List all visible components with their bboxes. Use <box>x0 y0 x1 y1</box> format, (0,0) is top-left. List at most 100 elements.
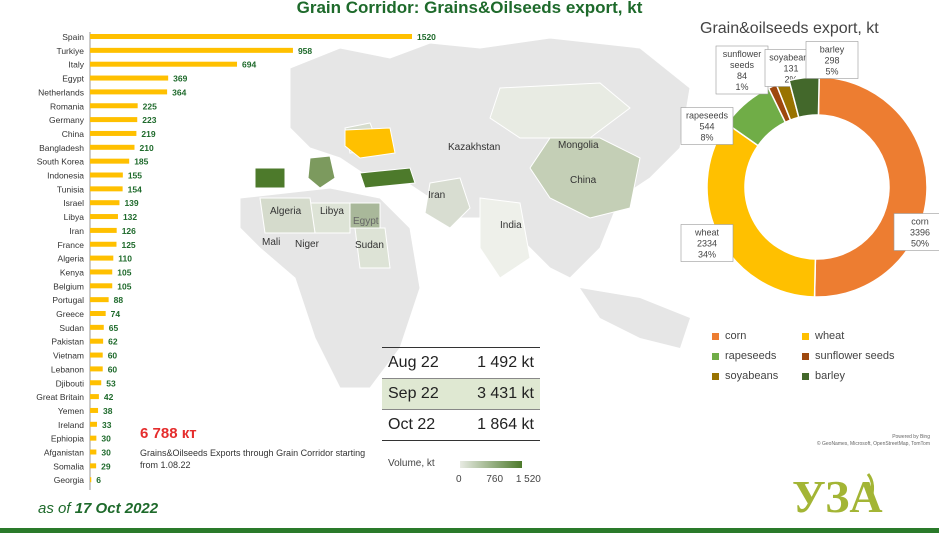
as-of-value: 17 Oct 2022 <box>74 500 159 517</box>
bar-category-label: Greece <box>56 309 84 319</box>
map-label: India <box>500 220 522 231</box>
bar <box>90 75 169 81</box>
bar <box>90 130 137 136</box>
legend-item: sunflower seeds <box>802 350 895 362</box>
monthly-table: Aug 22 1 492 kt Sep 22 3 431 kt Oct 22 1 86… <box>382 347 540 441</box>
legend-swatch <box>802 372 809 380</box>
bar <box>90 241 117 247</box>
legend-swatch <box>712 332 719 340</box>
legend-label: sunflower seeds <box>815 350 895 362</box>
legend-item: soyabeans <box>712 370 778 382</box>
bar <box>90 34 412 39</box>
bar-value-label: 38 <box>103 406 113 416</box>
bar-value-label: 223 <box>142 115 156 125</box>
donut-title: Grain&oilseeds export, kt <box>700 20 879 37</box>
bar-value-label: 29 <box>101 461 111 471</box>
bar-category-label: Iran <box>69 226 84 236</box>
bar-value-label: 126 <box>122 226 136 236</box>
legend-label: rapeseeds <box>725 350 777 362</box>
donut-label-text: rapeseeds <box>686 111 729 121</box>
bar-category-label: Romania <box>50 101 84 111</box>
bar-value-label: 1520 <box>417 32 436 42</box>
bar-value-label: 110 <box>118 254 132 264</box>
bar-category-label: Vietnam <box>53 351 84 361</box>
bar-value-label: 53 <box>106 378 116 388</box>
bar <box>90 435 97 441</box>
bar-value-label: 30 <box>101 448 111 458</box>
map-label: Niger <box>295 239 320 250</box>
donut-label-text: 3396 <box>910 228 930 238</box>
donut-label-text: seeds <box>730 60 755 70</box>
legend-label: barley <box>815 370 845 382</box>
powered-by: Powered by Bing <box>892 434 930 440</box>
bar <box>90 311 106 316</box>
bar-category-label: Kenya <box>60 267 84 277</box>
bar-value-label: 105 <box>117 267 131 277</box>
map-label: Libya <box>320 206 344 217</box>
bar <box>90 380 102 386</box>
donut-label-text: 84 <box>737 71 747 81</box>
map-label: Iran <box>428 190 445 201</box>
bar <box>90 144 135 150</box>
donut-label-text: 298 <box>824 56 839 66</box>
world-map: Kazakhstan Mongolia China Iran India Alg… <box>239 37 691 389</box>
legend-item: barley <box>802 370 845 382</box>
month-row: Oct 22 1 864 kt <box>382 409 540 441</box>
bar-category-label: Sudan <box>59 323 84 333</box>
bar <box>90 463 97 469</box>
bar <box>90 61 238 67</box>
map-label: Kazakhstan <box>448 142 500 153</box>
bar-value-label: 105 <box>117 281 131 291</box>
donut-label-box <box>680 107 734 145</box>
bar-category-label: Algeria <box>58 254 85 264</box>
bar <box>90 297 109 303</box>
map-label: Mali <box>262 237 280 248</box>
as-of-date: as of 17 Oct 2022 <box>38 500 158 517</box>
page-title: Grain Corridor: Grains&Oilseeds export, … <box>296 0 643 17</box>
map-label: China <box>570 175 597 186</box>
volume-tick: 1 520 <box>515 474 541 485</box>
legend-swatch <box>802 352 809 360</box>
bar <box>90 352 103 358</box>
donut-label-text: 34% <box>698 250 716 260</box>
donut-label-text: 50% <box>911 239 929 249</box>
volume-tick: 0 <box>456 474 462 485</box>
bar-value-label: 139 <box>124 198 138 208</box>
donut-label-text: wheat <box>694 228 720 238</box>
bar-category-label: Libya <box>64 212 85 222</box>
legend-label: corn <box>725 330 747 342</box>
map-label: Algeria <box>270 206 302 217</box>
legend-label: soyabeans <box>725 370 779 382</box>
bar-value-label: 65 <box>109 323 119 333</box>
bar-category-label: Israel <box>63 198 84 208</box>
legend-swatch <box>802 332 809 340</box>
bar-value-label: 60 <box>108 364 118 374</box>
month-label: Oct 22 <box>388 416 436 433</box>
country-bar-chart: Spain 1520 Turkiye 958 Italy 694 Egypt 369 Nethe… <box>36 32 436 490</box>
bar-category-label: Lebanon <box>51 364 84 374</box>
bar <box>90 200 120 206</box>
bar-value-label: 42 <box>104 392 114 402</box>
map-label: Sudan <box>355 240 384 251</box>
bar-category-label: Ephiopia <box>51 434 84 444</box>
bar <box>90 324 104 330</box>
legend-item: rapeseeds <box>712 350 776 362</box>
legend-label: wheat <box>815 330 845 342</box>
donut-slice <box>813 76 928 298</box>
bar-category-label: Tunisia <box>57 184 84 194</box>
donut-label-box <box>893 213 939 251</box>
bar-value-label: 958 <box>298 46 312 56</box>
donut-label-text: sunflower <box>723 49 762 59</box>
legend-swatch <box>712 372 719 380</box>
bar <box>90 394 99 400</box>
bar-value-label: 185 <box>134 157 148 167</box>
footer-line <box>0 528 939 533</box>
bar-value-label: 225 <box>143 101 157 111</box>
donut-label-text: 8% <box>700 133 713 143</box>
bar-category-label: Turkiye <box>56 46 84 56</box>
bar-category-label: Pakistan <box>51 337 84 347</box>
map-attribution: Powered by Bing © GeoNames, Microsoft, O… <box>790 434 930 448</box>
donut-label-text: 2334 <box>697 239 717 249</box>
bar-category-label: Indonesia <box>47 171 84 181</box>
bar-value-label: 154 <box>128 184 142 194</box>
